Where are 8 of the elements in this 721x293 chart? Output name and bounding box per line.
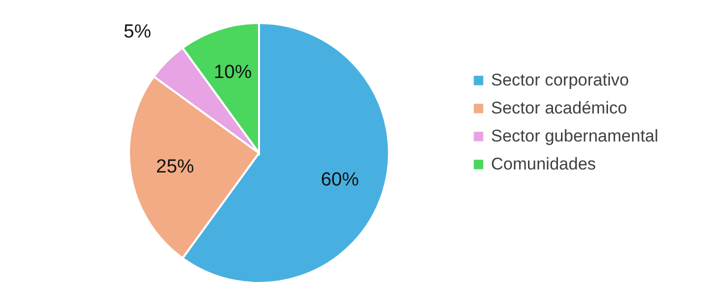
data-label: 5% xyxy=(124,21,152,42)
legend-label: Sector académico xyxy=(491,98,628,118)
legend-label: Sector corporativo xyxy=(491,70,629,90)
data-label: 25% xyxy=(156,156,194,178)
legend-label: Sector gubernamental xyxy=(491,126,658,146)
legend-label: Comunidades xyxy=(491,154,596,174)
data-label: 10% xyxy=(214,62,252,84)
data-label: 60% xyxy=(320,169,359,190)
